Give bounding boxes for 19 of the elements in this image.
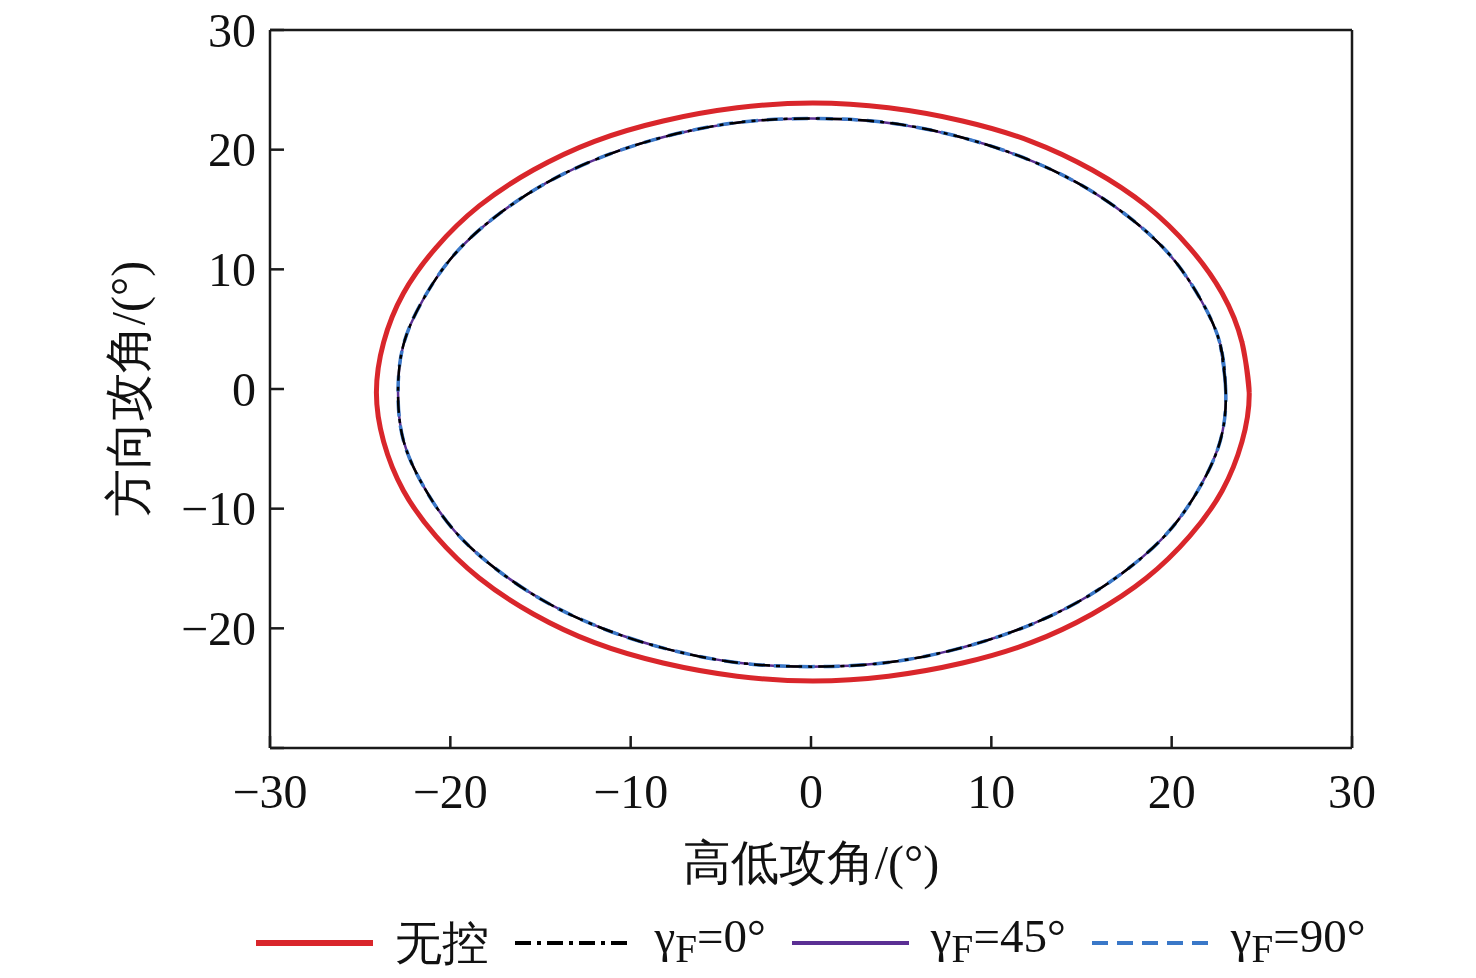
- x-tick-label: 20: [1147, 765, 1196, 818]
- y-tick-label: −20: [180, 602, 256, 656]
- legend-label: γ$_{F}$=90°: [1230, 909, 1366, 973]
- x-tick-label: 0: [799, 765, 823, 818]
- x-tick-label: −10: [593, 765, 669, 818]
- legend-label: γ$_{F}$=0°: [654, 909, 766, 973]
- y-tick-label: 20: [208, 123, 256, 177]
- legend-label: γ$_{F}$=45°: [930, 909, 1066, 973]
- x-axis-title: 高低攻角/(°): [682, 835, 940, 890]
- x-tick-label: −20: [412, 765, 488, 818]
- x-tick-label: 10: [967, 765, 1016, 818]
- y-tick-label: −10: [180, 482, 256, 536]
- x-tick-label: −30: [232, 765, 308, 818]
- y-tick-label: 30: [208, 3, 256, 57]
- y-tick-label: 10: [208, 243, 256, 297]
- x-tick-label: 30: [1328, 765, 1376, 818]
- legend-label: 无控: [395, 916, 490, 971]
- y-axis-title: 方向攻角/(°): [101, 260, 156, 518]
- y-tick-label: 0: [232, 362, 256, 416]
